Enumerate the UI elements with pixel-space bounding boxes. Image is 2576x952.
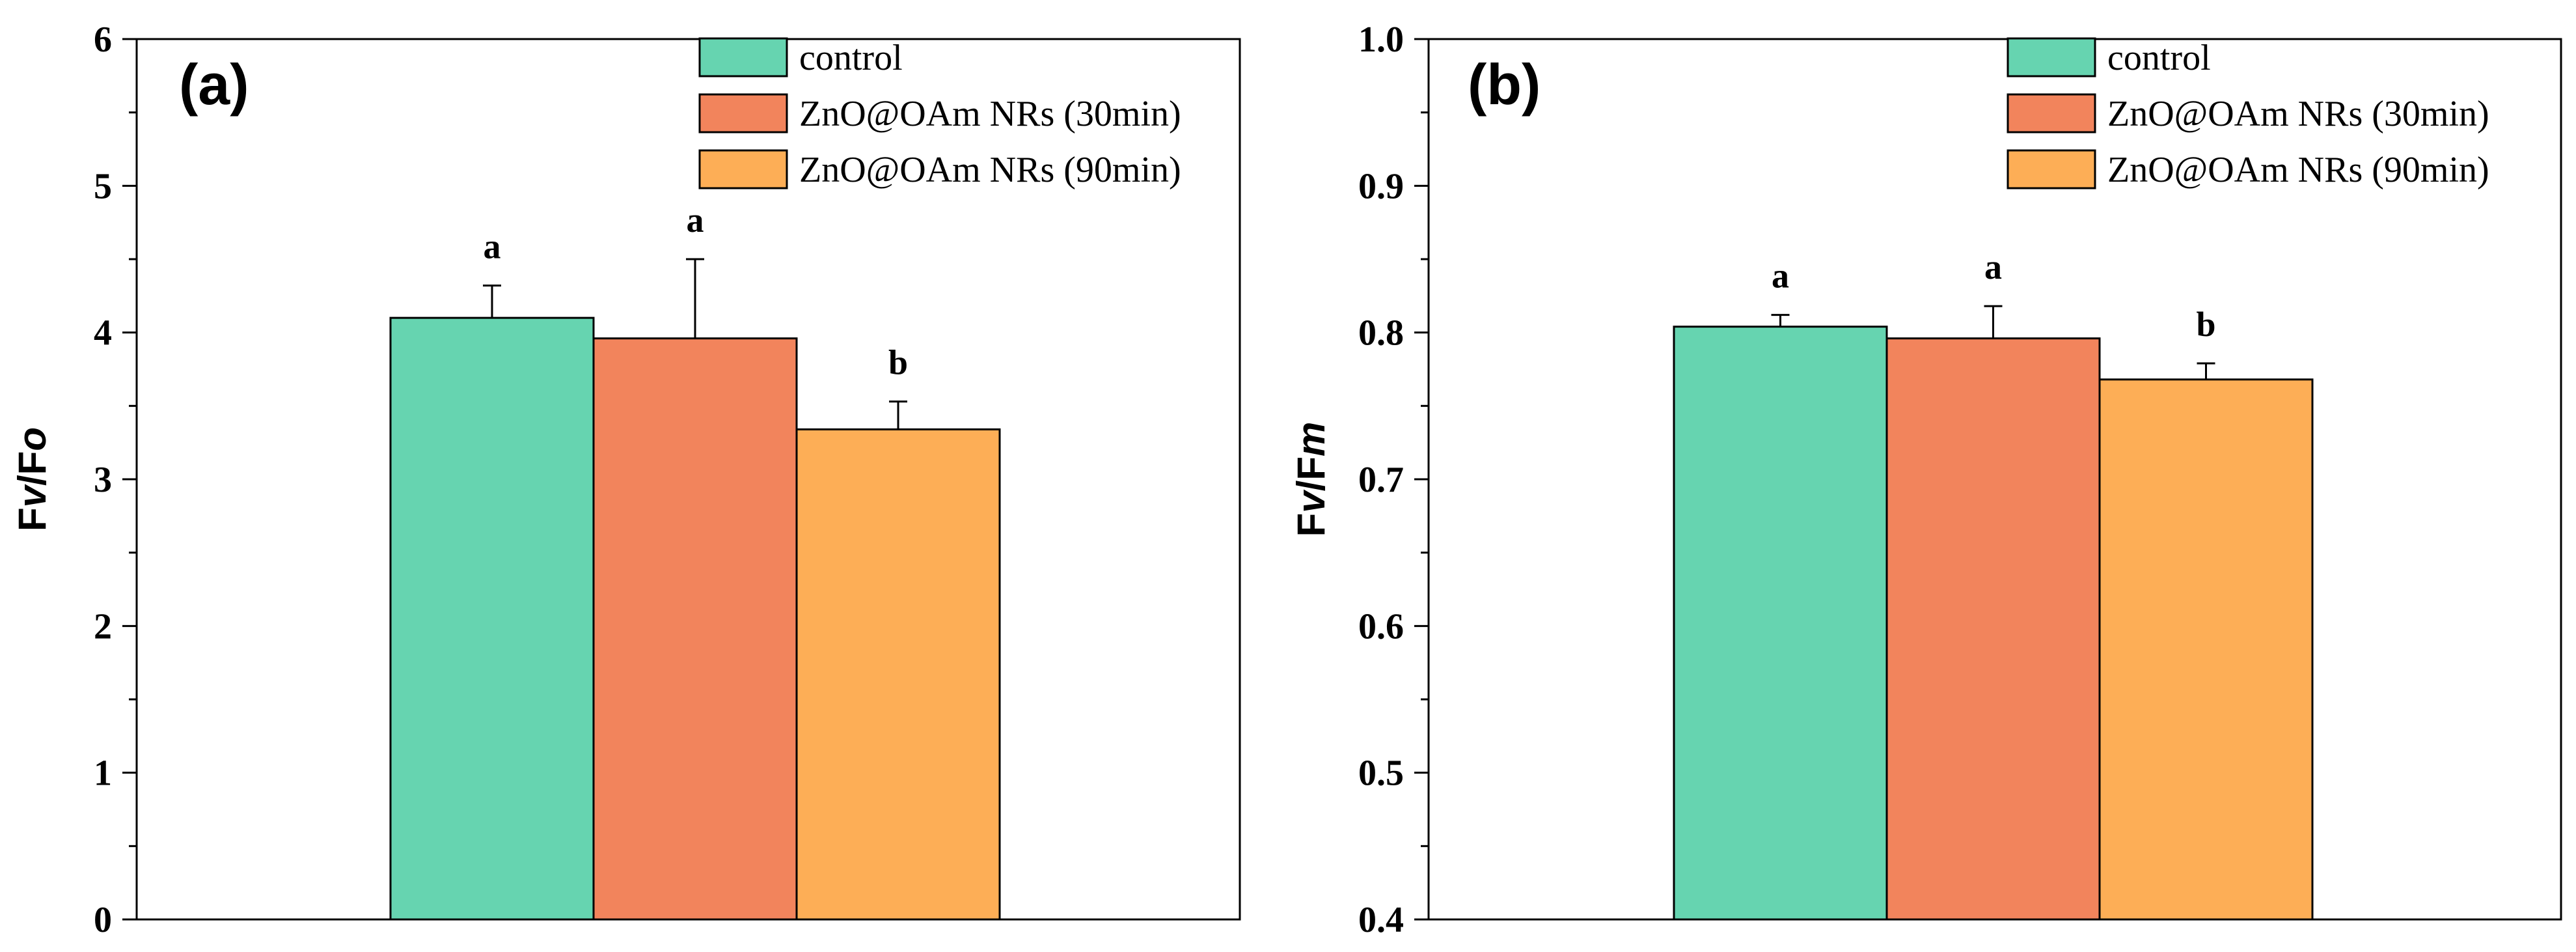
significance-letter: a (484, 227, 501, 266)
bar (795, 428, 1001, 921)
y-tick-label: 0.5 (1358, 753, 1404, 794)
y-tick-label: 6 (94, 20, 112, 60)
y-tick-label: 2 (94, 606, 112, 647)
y-axis-title-part: v (10, 483, 54, 507)
legend-label: control (2107, 38, 2211, 78)
y-axis-title: Fv/Fo (10, 427, 54, 531)
y-tick-label: 1 (94, 753, 112, 794)
legend-swatch (698, 93, 788, 133)
bar (1885, 337, 2101, 921)
y-axis-title-part: m (1289, 422, 1333, 456)
y-axis-title-part: /F (10, 451, 54, 486)
y-axis-title-part: F (10, 507, 54, 531)
y-tick-label: 5 (94, 166, 112, 206)
y-tick-label: 0 (94, 900, 112, 940)
y-tick-label: 0.9 (1358, 166, 1404, 206)
bar (1673, 326, 1888, 921)
legend-label: ZnO@OAm NRs (30min) (2107, 94, 2489, 134)
significance-letter: a (687, 201, 704, 240)
y-tick-label: 0.8 (1358, 313, 1404, 354)
bar (2098, 378, 2314, 921)
y-axis-title-part: v (1289, 489, 1333, 513)
y-tick-label: 1.0 (1358, 20, 1404, 60)
bar (592, 337, 798, 921)
chart-panel-a: 0 1 2 3 4 5 6 Fv/Fo (a) a a b control ZnO@OAm NRs (30… (10, 20, 1241, 940)
y-tick-label: 0.6 (1358, 606, 1404, 647)
legend-swatch (698, 149, 788, 189)
y-tick-label: 0.7 (1358, 460, 1404, 500)
significance-letter: b (2196, 305, 2215, 344)
y-tick-label: 3 (94, 460, 112, 500)
legend-swatch (698, 37, 788, 77)
y-axis-title-part: o (10, 427, 54, 451)
chart-panel-b: 0.4 0.5 0.6 0.7 0.8 0.9 1.0 Fv/Fm (b) a a b control Z… (1289, 20, 2562, 940)
panel-label: (a) (179, 52, 249, 117)
legend-swatch (2007, 149, 2096, 189)
legend-label: control (799, 38, 903, 78)
legend-label: ZnO@OAm NRs (90min) (2107, 150, 2489, 190)
significance-letter: b (888, 343, 908, 382)
y-axis-title-part: F (1289, 513, 1333, 537)
y-tick-label: 0.4 (1358, 900, 1404, 940)
legend-label: ZnO@OAm NRs (30min) (799, 94, 1181, 134)
significance-letter: a (1984, 247, 2002, 287)
y-tick-label: 4 (94, 313, 112, 354)
legend-label: ZnO@OAm NRs (90min) (799, 150, 1181, 190)
bar (389, 316, 595, 921)
legend-swatch (2007, 37, 2096, 77)
y-axis-title-part: /F (1289, 456, 1333, 491)
significance-letter: a (1772, 257, 1789, 296)
legend-swatch (2007, 93, 2096, 133)
y-axis-title: Fv/Fm (1289, 422, 1333, 537)
panel-label: (b) (1468, 52, 1541, 117)
